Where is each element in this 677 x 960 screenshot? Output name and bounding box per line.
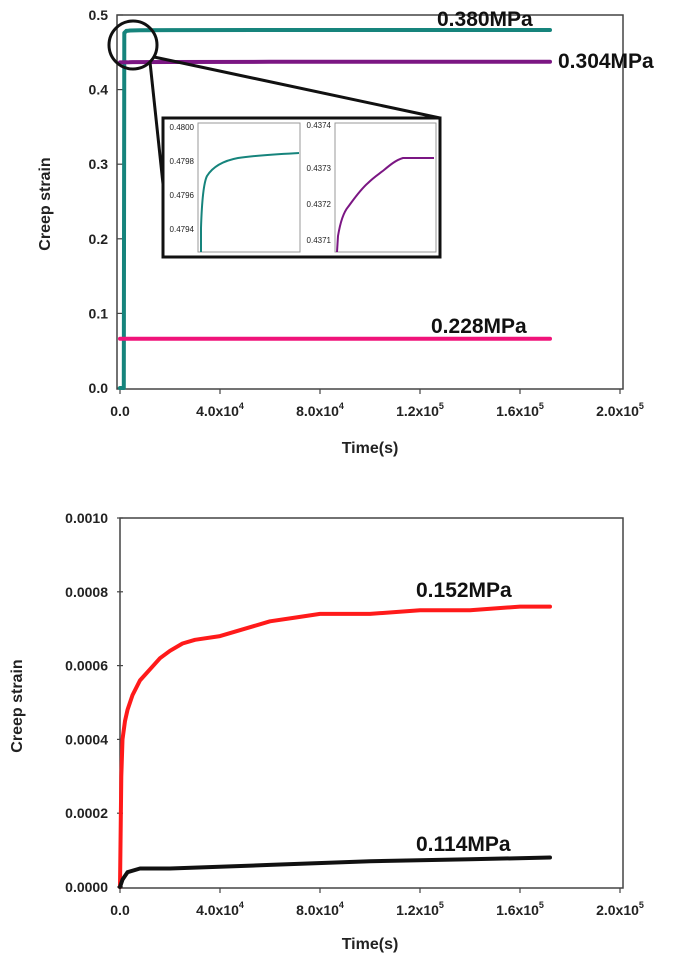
bottom-chart: 0.0000 0.0002 0.0004 0.0006 0.0008 0.0010 0.0…	[9, 510, 644, 953]
inset-right-curve	[336, 157, 434, 253]
inset-left-curve	[200, 152, 300, 252]
top-series-line-1	[118, 28, 552, 390]
bottom-x-axis-title: Time(s)	[342, 936, 399, 953]
bottom-series-label-1: 0.152MPa	[416, 579, 512, 602]
top-chart: 0.0 0.1 0.2 0.3 0.4 0.5 0.0 4.0x104 8.0x104 1.2x…	[37, 7, 654, 457]
top-series-lines	[118, 28, 552, 390]
bottom-y-ticks: 0.0000 0.0002 0.0004 0.0006 0.0008 0.0010	[65, 510, 123, 895]
bottom-y-tick-label: 0.0006	[65, 658, 108, 674]
inset-right-axes	[334, 122, 437, 253]
bottom-series-line-1	[118, 604, 552, 889]
bottom-y-tick-label: 0.0000	[65, 879, 108, 895]
top-plot-frame	[116, 14, 624, 390]
top-y-tick-label: 0.4	[89, 82, 109, 98]
bottom-x-tick-label: 8.0x104	[296, 900, 344, 918]
top-x-tick-label: 2.0x105	[596, 401, 644, 419]
top-series-label-1: 0.380MPa	[437, 8, 533, 31]
top-x-tick-label: 8.0x104	[296, 401, 344, 419]
top-x-axis-title: Time(s)	[342, 440, 399, 457]
inset-left-tick-2: 0.4798	[170, 157, 195, 166]
inset-right-tick-1: 0.4374	[307, 121, 332, 130]
top-x-tick-label: 1.2x105	[396, 401, 444, 419]
inset-left-tick-4: 0.4794	[170, 225, 195, 234]
inset-frame	[161, 116, 442, 259]
bottom-x-tick-label: 1.2x105	[396, 900, 444, 918]
bottom-x-ticks: 0.0 4.0x104 8.0x104 1.2x105 1.6x105 2.0x105	[110, 888, 644, 918]
zoom-circle	[107, 19, 159, 71]
top-x-tick-label: 0.0	[110, 403, 130, 419]
bottom-y-tick-label: 0.0002	[65, 805, 108, 821]
bottom-y-tick-label: 0.0010	[65, 510, 108, 526]
top-y-ticks: 0.0 0.1 0.2 0.3 0.4 0.5	[89, 7, 123, 396]
top-x-tick-label: 4.0x104	[196, 401, 244, 419]
bottom-x-tick-label: 0.0	[110, 902, 130, 918]
top-y-tick-label: 0.0	[89, 380, 109, 396]
inset-panel: 0.4800 0.4798 0.4796 0.4794 0.4374 0.437…	[161, 116, 442, 259]
inset-right-tick-2: 0.4373	[307, 164, 332, 173]
top-y-axis-title: Creep strain	[37, 157, 54, 250]
bottom-y-tick-label: 0.0008	[65, 584, 108, 600]
top-y-tick-label: 0.2	[89, 231, 109, 247]
bottom-y-axis-title: Creep strain	[9, 659, 26, 752]
inset-left-tick-3: 0.4796	[170, 191, 195, 200]
bottom-plot-frame	[119, 517, 624, 889]
top-series-label-3: 0.228MPa	[431, 315, 527, 338]
bottom-series-lines	[118, 604, 552, 889]
zoom-connector-right	[153, 55, 441, 120]
top-x-tick-label: 1.6x105	[496, 401, 544, 419]
bottom-x-tick-label: 2.0x105	[596, 900, 644, 918]
inset-left-tick-1: 0.4800	[170, 123, 195, 132]
top-series-line-2	[118, 59, 552, 65]
top-y-tick-label: 0.1	[89, 305, 109, 321]
bottom-x-tick-label: 1.6x105	[496, 900, 544, 918]
top-series-label-2: 0.304MPa	[558, 50, 654, 73]
top-y-tick-label: 0.5	[89, 7, 109, 23]
bottom-x-tick-label: 4.0x104	[196, 900, 244, 918]
bottom-series-label-2: 0.114MPa	[416, 833, 511, 856]
zoom-connector-left	[148, 61, 165, 185]
bottom-y-tick-label: 0.0004	[65, 731, 108, 747]
inset-left-axes	[197, 122, 301, 253]
top-x-ticks: 0.0 4.0x104 8.0x104 1.2x105 1.6x105 2.0x105	[110, 389, 644, 419]
bottom-series-line-2	[118, 855, 552, 889]
top-y-tick-label: 0.3	[89, 156, 109, 172]
inset-right-tick-4: 0.4371	[307, 236, 332, 245]
inset-right-tick-3: 0.4372	[307, 200, 332, 209]
